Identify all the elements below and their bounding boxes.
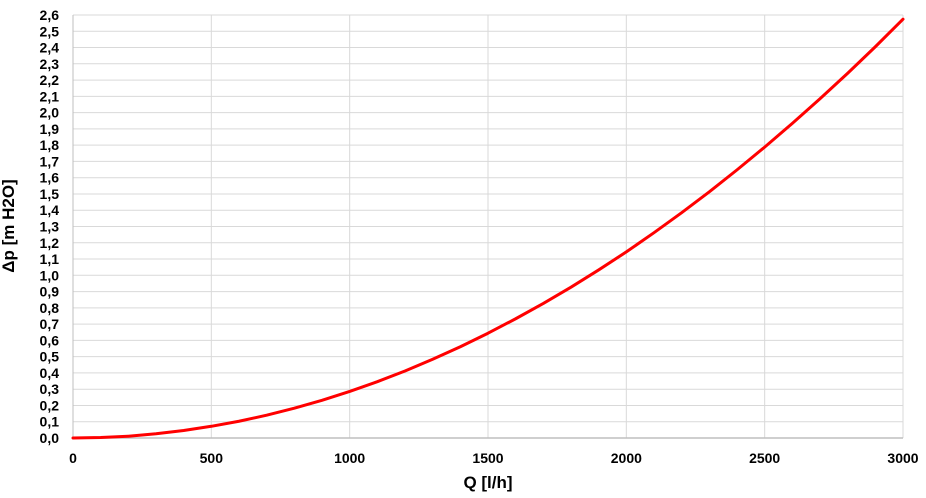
x-tick-label: 2500 xyxy=(749,450,780,466)
x-tick-label: 1000 xyxy=(334,450,365,466)
x-axis-title: Q [l/h] xyxy=(463,473,512,492)
y-tick-label: 0,5 xyxy=(40,349,60,365)
x-tick-label: 3000 xyxy=(887,450,918,466)
axes xyxy=(72,15,903,439)
y-tick-label: 0,3 xyxy=(40,381,60,397)
y-tick-label: 1,6 xyxy=(40,170,60,186)
x-tick-label: 0 xyxy=(69,450,77,466)
y-tick-label: 2,4 xyxy=(40,40,60,56)
y-tick-label: 1,3 xyxy=(40,219,60,235)
y-tick-label: 0,0 xyxy=(40,430,60,446)
x-tick-label: 2000 xyxy=(611,450,642,466)
y-tick-label: 0,7 xyxy=(40,316,60,332)
y-tick-label: 1,1 xyxy=(40,251,60,267)
y-tick-label: 1,5 xyxy=(40,186,60,202)
y-tick-label: 0,8 xyxy=(40,300,60,316)
y-tick-label: 1,2 xyxy=(40,235,60,251)
y-tick-label: 1,9 xyxy=(40,121,60,137)
y-tick-label: 1,7 xyxy=(40,153,60,169)
y-tick-label: 2,1 xyxy=(40,88,60,104)
y-tick-label: 2,3 xyxy=(40,56,60,72)
series-layer xyxy=(71,17,905,440)
y-tick-label: 2,0 xyxy=(40,105,60,121)
y-tick-label: 1,4 xyxy=(40,202,60,218)
y-tick-label: 0,6 xyxy=(40,332,60,348)
y-tick-label: 0,4 xyxy=(40,365,60,381)
series-line xyxy=(71,17,905,440)
y-tick-label: 0,1 xyxy=(40,414,60,430)
x-tick-label: 1500 xyxy=(472,450,503,466)
y-tick-label: 0,2 xyxy=(40,397,60,413)
y-tick-label: 2,5 xyxy=(40,23,60,39)
y-tick-label: 1,8 xyxy=(40,137,60,153)
tick-labels: 0,00,10,20,30,40,50,60,70,80,91,01,11,21… xyxy=(40,7,919,466)
y-tick-label: 2,2 xyxy=(40,72,60,88)
grid xyxy=(72,14,904,439)
x-tick-label: 500 xyxy=(200,450,224,466)
y-axis-title: Δp [m H2O] xyxy=(0,179,18,272)
y-tick-label: 2,6 xyxy=(40,7,60,23)
y-tick-label: 0,9 xyxy=(40,284,60,300)
y-tick-label: 1,0 xyxy=(40,267,60,283)
